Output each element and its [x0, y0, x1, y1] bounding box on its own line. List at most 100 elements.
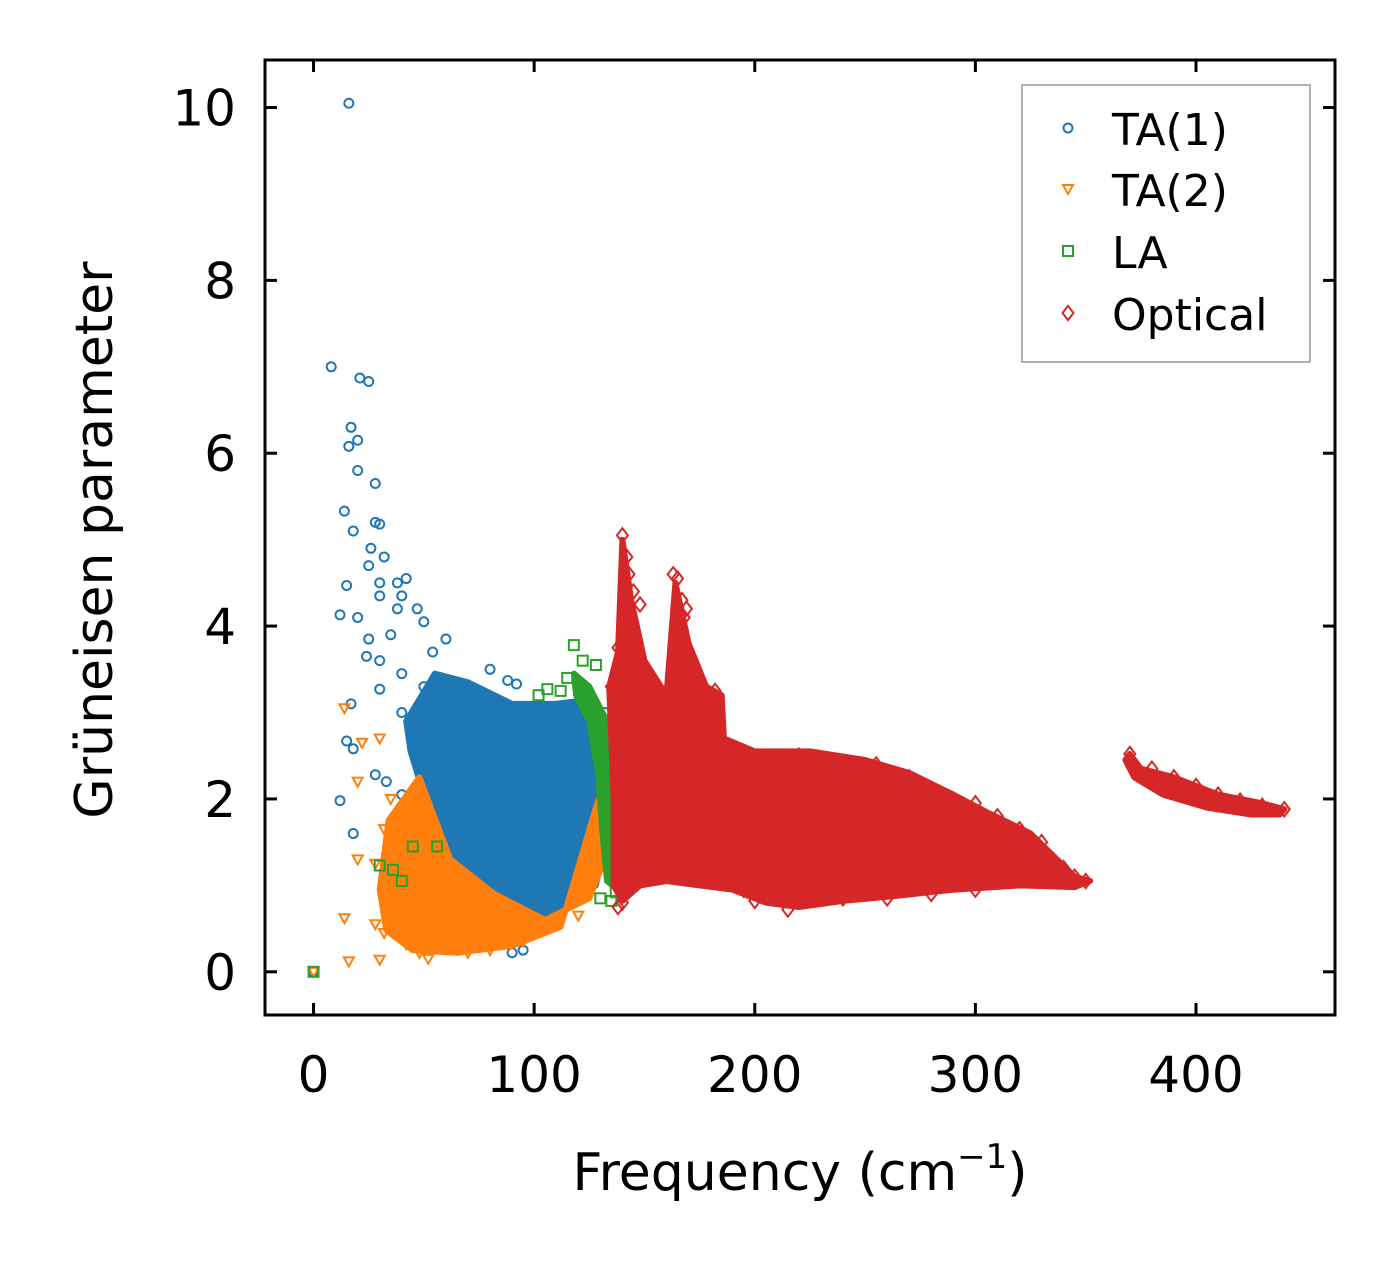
data-point-ta2 — [373, 733, 387, 746]
y-tick-label: 6 — [204, 425, 236, 483]
data-point-ta1 — [511, 678, 523, 690]
legend-marker-la — [1062, 245, 1074, 257]
data-point-optical — [622, 565, 636, 584]
data-point-optical — [814, 751, 828, 769]
x-tick-label: 0 — [298, 1046, 330, 1104]
data-point-ta2 — [483, 945, 497, 958]
data-point-optical — [1034, 833, 1049, 851]
data-point-ta1 — [550, 776, 562, 788]
data-point-optical — [699, 721, 713, 739]
data-point-optical — [620, 548, 634, 566]
data-point-ta1 — [347, 743, 359, 755]
x-axis-label-text: Frequency (cm — [572, 1143, 957, 1203]
legend-label-ta1: TA(1) — [1111, 105, 1228, 156]
data-point-ta1 — [334, 795, 346, 807]
data-point-ta2 — [368, 919, 383, 932]
x-tick-label: 200 — [707, 1046, 802, 1104]
data-point-ta1 — [334, 609, 346, 621]
data-point-optical — [620, 677, 634, 696]
data-point-ta2 — [337, 703, 352, 716]
series-optical — [604, 526, 1292, 919]
data-point-optical — [714, 867, 729, 886]
data-point-ta2 — [384, 793, 398, 806]
data-point-ta1 — [374, 577, 386, 589]
data-point-ta2 — [342, 956, 356, 969]
data-point-optical — [869, 755, 883, 774]
data-point-optical — [1067, 867, 1082, 886]
data-point-ta1 — [539, 741, 551, 753]
data-point-optical — [695, 703, 709, 722]
legend: TA(1) TA(2) LA Optical — [1021, 84, 1311, 363]
data-point-la — [307, 965, 320, 978]
data-point-optical — [626, 582, 641, 601]
data-point-ta1 — [347, 525, 359, 537]
data-point-optical — [1233, 791, 1247, 810]
data-point-ta1 — [347, 828, 359, 840]
data-point-la — [576, 654, 589, 667]
data-point-ta2 — [350, 776, 365, 789]
data-point-la — [373, 859, 386, 872]
data-point-la — [395, 875, 408, 888]
data-point-ta1 — [338, 505, 350, 517]
data-point-ta1 — [411, 603, 423, 615]
data-point-optical — [686, 686, 700, 705]
data-point-ta1 — [484, 663, 496, 675]
data-point-ta1 — [440, 633, 452, 645]
data-point-ta2 — [395, 819, 409, 832]
y-tick-label: 4 — [204, 598, 236, 656]
data-point-optical — [1012, 820, 1027, 838]
data-point-ta1 — [427, 646, 439, 658]
data-point-ta2 — [412, 947, 427, 960]
data-point-optical — [615, 526, 630, 545]
data-point-ta2 — [399, 939, 413, 952]
data-point-ta1 — [385, 629, 397, 641]
data-point-optical — [1189, 777, 1203, 795]
plot-frame — [263, 58, 1337, 1017]
data-layer — [306, 97, 1292, 979]
data-point-ta2 — [377, 824, 391, 837]
x-axis-label: Frequency (cm−1) — [572, 1137, 1027, 1203]
data-point-optical — [990, 807, 1005, 826]
data-point-ta1 — [374, 683, 386, 695]
data-point-la — [567, 639, 580, 652]
legend-label-ta2: TA(2) — [1111, 166, 1228, 217]
data-point-optical — [617, 600, 632, 618]
data-point-ta2 — [377, 927, 391, 940]
data-point-ta1 — [352, 611, 364, 623]
data-point-ta1 — [378, 551, 390, 563]
y-tick-label: 0 — [204, 944, 236, 1002]
data-point-ta1 — [354, 372, 366, 384]
data-point-optical — [847, 759, 861, 778]
data-point-optical — [935, 785, 950, 804]
data-point-optical — [1078, 872, 1093, 890]
data-point-ta1 — [502, 675, 514, 687]
data-point-ta1 — [369, 477, 381, 489]
data-point-ta1 — [343, 97, 355, 109]
tick-label-layer: 0 100 200 300 400 0 2 4 6 8 10 — [172, 80, 1243, 1104]
legend-markers — [1061, 122, 1075, 322]
data-point-la — [386, 863, 399, 876]
data-point-ta1 — [325, 361, 337, 373]
data-point-optical — [781, 900, 795, 919]
data-point-ta1 — [458, 685, 470, 697]
data-point-ta2 — [527, 927, 541, 940]
data-point-optical — [792, 746, 806, 765]
data-point-la — [554, 684, 567, 697]
data-point-ta1 — [363, 376, 375, 388]
series-optical-high-branch — [1122, 751, 1288, 818]
data-point-la — [594, 892, 607, 905]
data-point-optical — [880, 889, 894, 908]
legend-marker-optical — [1061, 304, 1075, 322]
data-point-optical — [1255, 797, 1269, 815]
legend-label-optical: Optical — [1112, 290, 1267, 341]
data-point-ta1 — [374, 655, 386, 667]
data-point-optical — [968, 880, 983, 899]
data-point-ta1 — [352, 465, 364, 477]
x-tick-label: 100 — [486, 1046, 581, 1104]
data-point-optical — [1211, 785, 1225, 804]
data-point-ta1 — [418, 681, 430, 693]
data-point-ta2 — [355, 737, 369, 750]
data-point-optical — [736, 880, 751, 899]
y-tick-label: 8 — [204, 252, 236, 310]
data-point-ta1 — [365, 542, 377, 554]
